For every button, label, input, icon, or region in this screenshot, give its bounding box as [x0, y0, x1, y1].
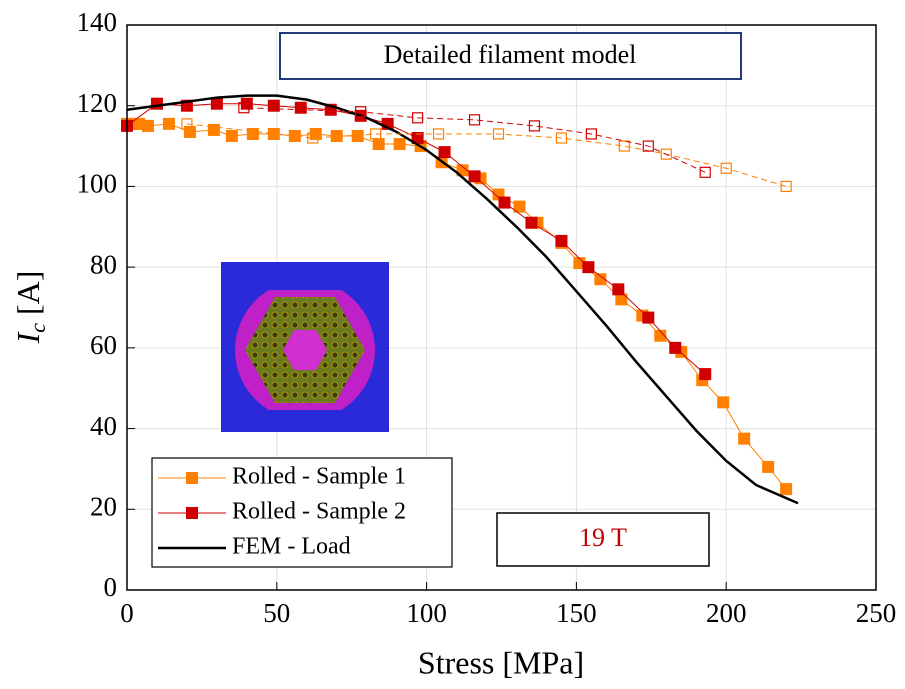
marker: [186, 507, 198, 519]
x-tick-label: 100: [406, 598, 447, 628]
legend-label: Rolled - Sample 1: [232, 464, 406, 490]
marker: [372, 138, 385, 151]
marker: [468, 114, 481, 126]
marker: [267, 127, 280, 140]
marker: [181, 118, 193, 130]
marker: [642, 311, 655, 324]
marker: [594, 273, 607, 286]
marker: [432, 128, 445, 140]
y-tick-label: 80: [90, 249, 117, 279]
marker: [225, 129, 238, 142]
marker: [438, 146, 451, 159]
marker: [699, 166, 711, 178]
marker: [738, 432, 751, 445]
y-axis-label: Ic [A]: [10, 271, 50, 345]
marker: [528, 120, 541, 132]
legend-label: FEM - Load: [232, 534, 351, 560]
marker: [555, 234, 568, 247]
y-tick-label: 100: [77, 169, 118, 199]
y-tick-label: 60: [90, 330, 117, 360]
x-tick-label: 150: [556, 598, 597, 628]
marker: [498, 196, 511, 209]
marker: [141, 119, 154, 132]
x-tick-label: 200: [706, 598, 747, 628]
marker: [393, 138, 406, 151]
marker: [238, 102, 250, 114]
marker: [612, 283, 625, 296]
marker: [294, 101, 307, 114]
annotation-box: [279, 32, 742, 80]
x-tick-label: 250: [856, 598, 897, 628]
marker: [288, 129, 301, 142]
marker: [615, 293, 628, 306]
series-line: [126, 94, 799, 505]
y-tick-label: 40: [90, 411, 117, 441]
plot-frame: [126, 24, 877, 591]
marker: [411, 132, 424, 144]
marker: [699, 368, 712, 381]
series-line: [186, 123, 787, 187]
y-tick-label: 20: [90, 491, 117, 521]
marker: [246, 127, 259, 140]
y-tick-label: 140: [77, 7, 118, 37]
marker: [582, 261, 595, 274]
legend-label: Rolled - Sample 2: [232, 499, 406, 525]
marker: [210, 97, 223, 110]
marker: [525, 216, 538, 229]
annotation: 19 T: [579, 523, 627, 552]
annotation-box: [496, 512, 710, 567]
marker: [513, 200, 526, 213]
marker: [492, 128, 505, 140]
x-tick-label: 50: [263, 598, 290, 628]
marker: [780, 180, 792, 193]
marker: [654, 329, 667, 342]
marker: [309, 127, 322, 140]
marker: [720, 162, 732, 174]
marker: [207, 123, 220, 136]
y-tick-label: 120: [77, 88, 118, 118]
marker: [355, 106, 367, 118]
marker: [267, 99, 280, 112]
marker: [307, 132, 319, 144]
y-label-subscript: c: [25, 323, 50, 333]
marker: [660, 148, 672, 160]
y-label-unit: [A]: [10, 271, 46, 315]
marker: [150, 97, 163, 110]
x-axis-label: Stress [MPa]: [418, 644, 584, 680]
marker: [370, 128, 382, 140]
marker: [183, 125, 196, 138]
marker: [555, 132, 568, 144]
y-tick-label: 0: [104, 572, 118, 602]
marker: [717, 396, 730, 409]
y-label-symbol: I: [10, 331, 46, 344]
marker: [351, 129, 364, 142]
marker: [240, 97, 253, 110]
marker: [780, 483, 793, 496]
annotation: Detailed filament model: [384, 40, 637, 69]
marker: [468, 170, 481, 183]
inset-image: [221, 262, 389, 432]
series-line: [243, 107, 706, 173]
marker: [162, 117, 175, 130]
marker: [762, 460, 775, 473]
marker: [412, 112, 424, 124]
marker: [618, 140, 630, 152]
marker: [186, 472, 198, 484]
marker: [642, 140, 654, 152]
marker: [669, 341, 682, 354]
marker: [585, 128, 597, 140]
x-tick-label: 0: [120, 598, 134, 628]
